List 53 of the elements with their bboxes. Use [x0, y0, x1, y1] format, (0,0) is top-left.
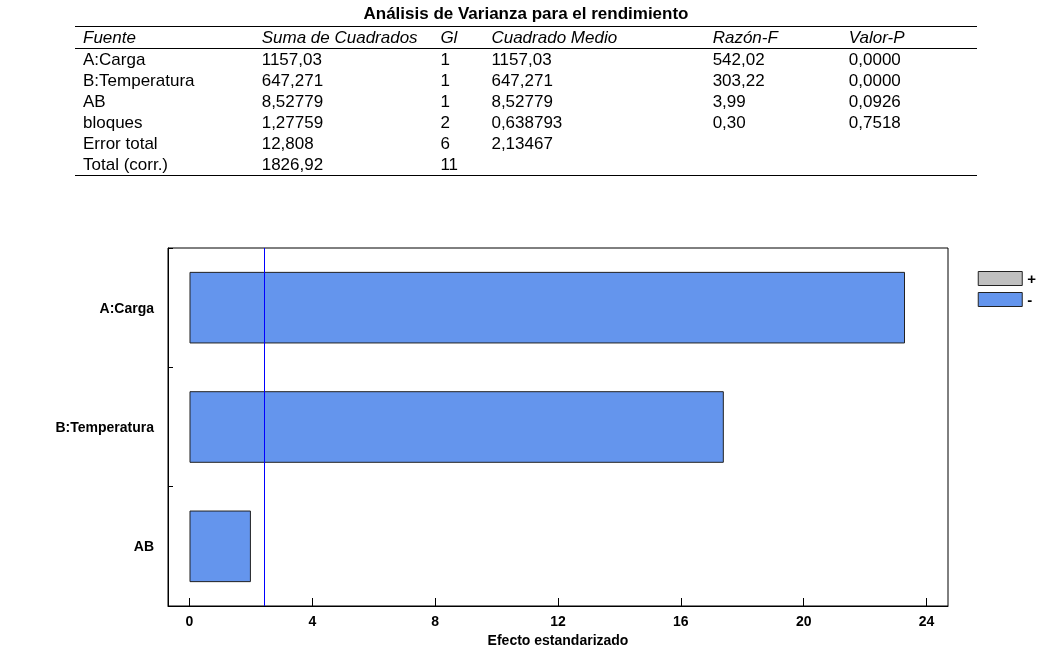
- text: 0,7518: [848, 113, 901, 132]
- text: 8,52779: [261, 92, 324, 111]
- text: 1: [440, 71, 450, 90]
- text: 0,0000: [848, 50, 901, 69]
- bar: [189, 510, 251, 583]
- x-tick-label: 0: [185, 613, 194, 629]
- text: 0,0926: [848, 92, 901, 111]
- text: 1157,03: [491, 50, 552, 69]
- category-label: Fuente: [75, 26, 254, 49]
- category-label: Total (corr.): [83, 155, 169, 174]
- bar: [189, 391, 724, 463]
- text: 2: [440, 113, 450, 132]
- y-tick-label: B:Temperatura: [55, 419, 155, 435]
- category-label: Cuadrado Medio: [483, 26, 705, 49]
- text: 1826,92: [261, 155, 324, 174]
- category-label: B:Temperatura: [83, 71, 195, 90]
- text: 3,99: [712, 92, 746, 111]
- text: 1157,03: [261, 50, 322, 69]
- category-label: AB: [83, 92, 106, 111]
- category-label: Gl: [432, 26, 484, 49]
- category-label: Razón-F: [704, 26, 841, 49]
- text: 303,22: [712, 71, 765, 90]
- text: 542,02: [712, 50, 765, 69]
- y-tick-label: AB: [133, 538, 154, 555]
- x-tick-label: 12: [550, 613, 566, 629]
- x-axis-title: Efecto estandarizado: [487, 631, 629, 648]
- x-tick-label: 16: [673, 613, 689, 629]
- y-tick-label: A:Carga: [99, 299, 155, 316]
- text: 1: [440, 50, 450, 69]
- text: 6: [440, 134, 450, 153]
- category-label: Valor-P: [840, 26, 977, 49]
- bar: [189, 271, 906, 344]
- text: 11: [440, 155, 459, 174]
- text: 1: [440, 92, 450, 111]
- category-label: Error total: [83, 134, 158, 153]
- text: 1,27759: [261, 113, 324, 132]
- text: 647,271: [261, 71, 324, 90]
- x-tick-label: 24: [918, 613, 935, 629]
- text: 8,52779: [491, 92, 553, 111]
- x-tick-label: 20: [795, 613, 812, 629]
- category-label: bloques: [83, 113, 143, 132]
- text: 0,638793: [491, 113, 563, 132]
- legend-label: +: [1027, 270, 1037, 287]
- text: 0,0000: [848, 71, 901, 90]
- legend-label: -: [1027, 291, 1033, 308]
- text: 12,808: [261, 134, 314, 153]
- text: 647,271: [491, 71, 553, 90]
- x-tick-label: 8: [431, 613, 440, 629]
- x-tick-label: 4: [308, 613, 317, 629]
- text: Análisis de Varianza para el rendimiento: [362, 4, 690, 24]
- category-label: Suma de Cuadrados: [253, 26, 433, 49]
- text: 0,30: [712, 113, 746, 132]
- text: 2,13467: [491, 134, 553, 153]
